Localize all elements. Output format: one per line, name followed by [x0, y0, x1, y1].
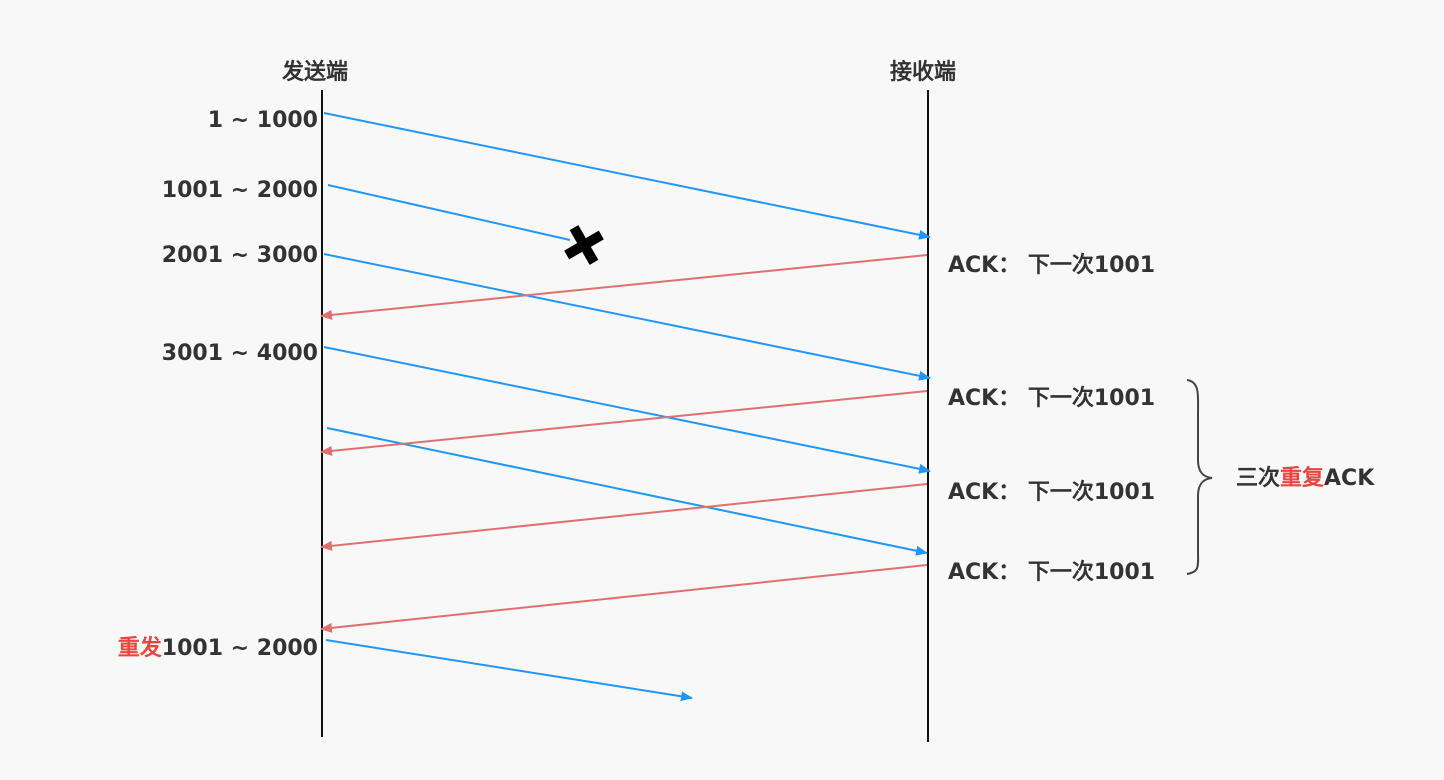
ack-label: ACK： 下一次1001 — [948, 386, 1156, 411]
resend-label: 重发1001 ~ 2000 — [118, 638, 318, 660]
data-arrow-1-1000 — [323, 112, 931, 240]
x-mark-icon — [564, 225, 604, 265]
ack-label: ACK： 下一次1001 — [948, 253, 1156, 278]
data-arrow-1001-2000-lost — [327, 184, 571, 241]
data-arrow-4001 — [326, 427, 928, 556]
resend-range: 1001 ~ 2000 — [161, 636, 318, 661]
ack-label: ACK： 下一次1001 — [948, 560, 1156, 585]
receiver-header: 接收端 — [890, 60, 957, 85]
ack-arrow-1 — [320, 254, 928, 320]
note-prefix: 三次 — [1236, 466, 1281, 491]
ack-arrow-4 — [320, 564, 928, 633]
ack-arrow-2 — [320, 390, 928, 456]
note-highlight: 重复 — [1280, 466, 1325, 491]
segment-label: 1 ~ 1000 — [207, 108, 318, 133]
segment-label: 2001 ~ 3000 — [161, 243, 318, 268]
triple-duplicate-ack-note: 三次重复ACK — [1236, 468, 1374, 490]
data-arrow-2001-3000 — [323, 253, 931, 381]
resend-prefix: 重发 — [117, 636, 162, 661]
ack-label: ACK： 下一次1001 — [948, 480, 1156, 505]
sender-header: 发送端 — [282, 60, 349, 85]
note-suffix: ACK — [1324, 466, 1375, 491]
triple-ack-brace — [1186, 379, 1213, 575]
segment-label: 3001 ~ 4000 — [161, 341, 318, 366]
data-arrow-3001-4000 — [323, 346, 931, 474]
ack-arrow-3 — [320, 483, 928, 551]
segment-label: 1001 ~ 2000 — [161, 178, 318, 203]
data-arrow-resend — [325, 639, 693, 702]
